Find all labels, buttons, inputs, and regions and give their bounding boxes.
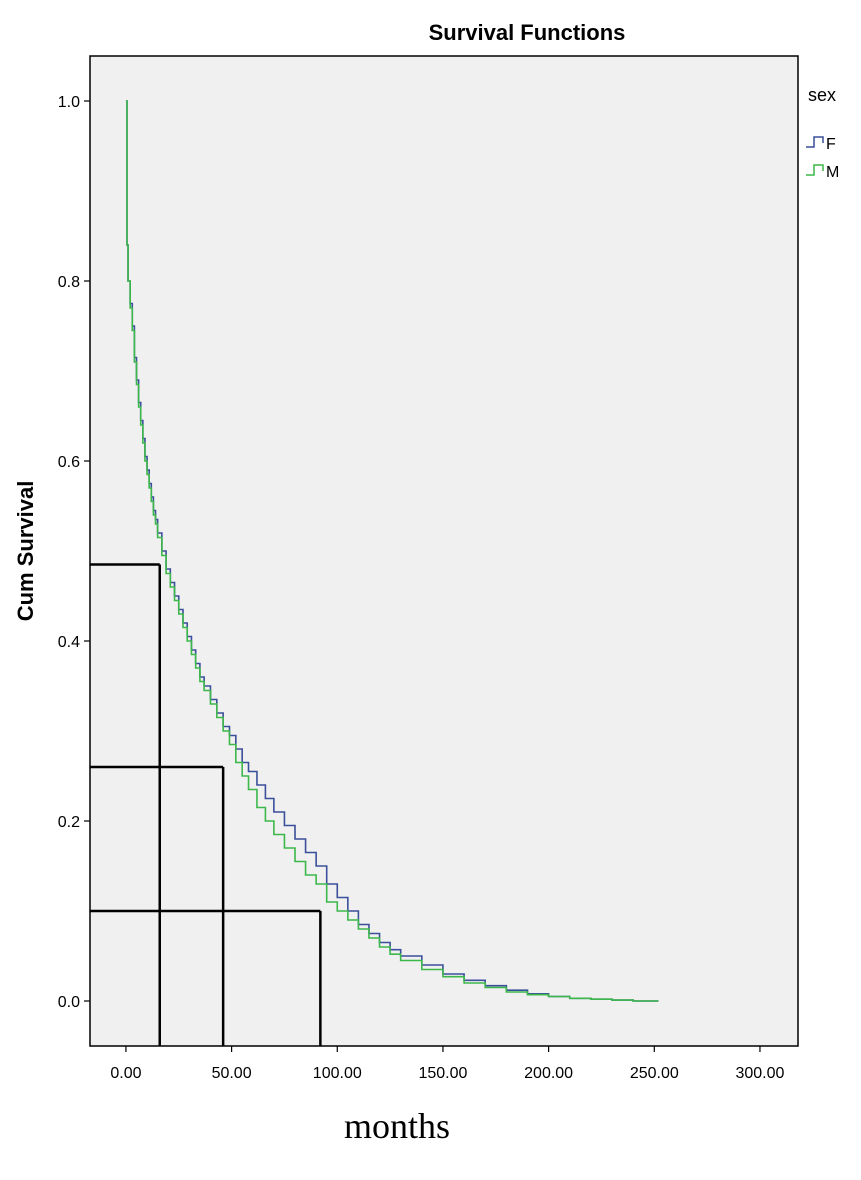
- legend: sex FM: [806, 85, 839, 181]
- x-tick-label: 300.00: [735, 1065, 784, 1082]
- legend-label-m: M: [826, 164, 839, 181]
- y-tick-label: 0.8: [58, 274, 80, 291]
- series-layer: [125, 100, 659, 1002]
- reference-lines: [90, 563, 322, 1046]
- x-tick-label: 150.00: [418, 1065, 467, 1082]
- y-tick-label: 0.0: [58, 994, 80, 1011]
- x-tick-label: 0.00: [110, 1065, 141, 1082]
- y-axis-label: Cum Survival: [13, 481, 38, 622]
- legend-swatch-m: [806, 164, 824, 176]
- x-tick-label: 200.00: [524, 1065, 573, 1082]
- legend-label-f: F: [826, 136, 836, 153]
- plot-background: [89, 55, 799, 1047]
- chart-title: Survival Functions: [429, 20, 626, 45]
- y-tick-label: 0.4: [58, 634, 80, 651]
- x-axis-label: months: [344, 1106, 450, 1146]
- x-tick-label: 100.00: [313, 1065, 362, 1082]
- x-tick-label: 50.00: [212, 1065, 252, 1082]
- series-line-m: [125, 100, 659, 1002]
- legend-title: sex: [808, 85, 836, 105]
- y-tick-label: 0.6: [58, 454, 80, 471]
- y-tick-label: 0.2: [58, 814, 80, 831]
- legend-swatch-f: [806, 136, 824, 148]
- y-axis-ticks: 0.0 0.2 0.4 0.6 0.8 1.0: [58, 94, 90, 1011]
- x-tick-label: 250.00: [630, 1065, 679, 1082]
- y-tick-label: 1.0: [58, 94, 80, 111]
- x-axis-ticks: 0.00 50.00 100.00 150.00 200.00 250.00 300.00: [110, 1046, 785, 1082]
